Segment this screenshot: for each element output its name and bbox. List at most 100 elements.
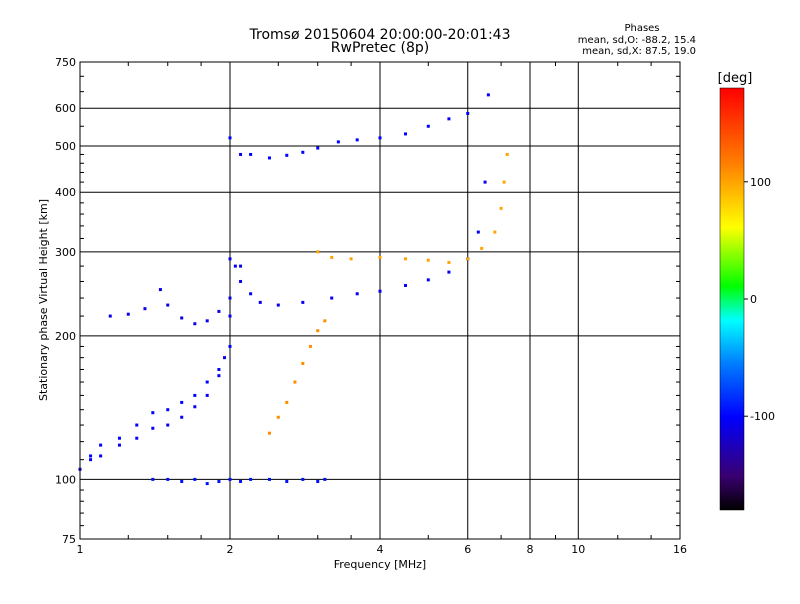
data-point bbox=[228, 257, 232, 261]
data-point bbox=[403, 257, 407, 261]
data-point bbox=[285, 153, 289, 157]
data-point bbox=[403, 283, 407, 287]
data-point bbox=[505, 152, 509, 156]
data-point bbox=[426, 124, 430, 128]
data-point bbox=[166, 423, 170, 427]
colorbar-tick-label: 0 bbox=[750, 293, 757, 306]
data-point bbox=[108, 314, 112, 318]
data-point bbox=[158, 288, 162, 292]
data-point bbox=[166, 477, 170, 481]
data-point bbox=[476, 230, 480, 234]
data-point bbox=[166, 408, 170, 412]
data-point bbox=[316, 329, 320, 333]
colorbar-tick-label: 100 bbox=[750, 176, 771, 189]
data-point bbox=[126, 312, 130, 316]
data-point bbox=[117, 436, 121, 440]
data-point bbox=[301, 150, 305, 154]
y-tick-label: 100 bbox=[55, 473, 76, 486]
y-tick-label: 75 bbox=[62, 533, 76, 546]
x-tick-label: 16 bbox=[673, 543, 687, 556]
data-point bbox=[151, 411, 155, 415]
data-point bbox=[447, 260, 451, 264]
data-point bbox=[349, 257, 353, 261]
y-tick-label: 600 bbox=[55, 102, 76, 115]
y-axis-ticks: 75 100 200 300 400 500 600 750 bbox=[55, 56, 680, 546]
data-point bbox=[143, 307, 147, 311]
data-point bbox=[403, 132, 407, 136]
legend-line-o: mean, sd,O: -88.2, 15.4 bbox=[578, 35, 696, 46]
data-point bbox=[135, 436, 139, 440]
chart-subtitle: RwPretec (8p) bbox=[331, 40, 429, 56]
data-point bbox=[336, 140, 340, 144]
data-point bbox=[228, 344, 232, 348]
data-point bbox=[89, 454, 93, 458]
data-point bbox=[217, 309, 221, 313]
data-point bbox=[228, 296, 232, 300]
data-point bbox=[193, 477, 197, 481]
data-point bbox=[323, 319, 327, 323]
plot-frame bbox=[79, 61, 681, 540]
data-point bbox=[239, 152, 243, 156]
data-point bbox=[205, 319, 209, 323]
data-point bbox=[151, 477, 155, 481]
data-point bbox=[355, 138, 359, 142]
chart-title: Tromsø 20150604 20:00:00-20:01:43 bbox=[249, 27, 511, 43]
data-point bbox=[267, 477, 271, 481]
data-point bbox=[378, 255, 382, 259]
data-point bbox=[267, 156, 271, 160]
data-point bbox=[166, 303, 170, 307]
data-point bbox=[480, 246, 484, 250]
data-point bbox=[355, 292, 359, 296]
data-point bbox=[233, 264, 237, 268]
data-point bbox=[301, 300, 305, 304]
data-point bbox=[180, 316, 184, 320]
data-point bbox=[99, 443, 103, 447]
data-point bbox=[228, 314, 232, 318]
data-point bbox=[493, 230, 497, 234]
data-point bbox=[180, 415, 184, 419]
data-point bbox=[249, 477, 253, 481]
data-point bbox=[466, 111, 470, 115]
data-point bbox=[330, 255, 334, 259]
data-point bbox=[193, 393, 197, 397]
data-point bbox=[217, 479, 221, 483]
x-axis-label: Frequency [MHz] bbox=[334, 558, 426, 571]
y-tick-label: 300 bbox=[55, 246, 76, 259]
data-point bbox=[378, 289, 382, 293]
colorbar-tick-label: -100 bbox=[750, 410, 775, 423]
data-point bbox=[285, 400, 289, 404]
data-point bbox=[217, 367, 221, 371]
data-point bbox=[205, 393, 209, 397]
data-point bbox=[301, 477, 305, 481]
data-point bbox=[239, 279, 243, 283]
y-tick-label: 200 bbox=[55, 330, 76, 343]
colorbar-label: [deg] bbox=[718, 71, 753, 86]
data-point bbox=[276, 415, 280, 419]
data-point bbox=[228, 136, 232, 140]
legend-line-x: mean, sd,X: 87.5, 19.0 bbox=[582, 46, 696, 57]
data-point bbox=[316, 250, 320, 254]
data-point bbox=[249, 292, 253, 296]
data-point bbox=[316, 146, 320, 150]
x-tick-label: 6 bbox=[464, 543, 471, 556]
data-point bbox=[426, 278, 430, 282]
x-axis-ticks: 1 2 4 6 8 10 16 bbox=[77, 62, 687, 556]
data-point bbox=[258, 300, 262, 304]
y-tick-label: 750 bbox=[55, 56, 76, 69]
data-point bbox=[466, 257, 470, 261]
data-point bbox=[483, 180, 487, 184]
legend-title: Phases bbox=[624, 23, 659, 34]
data-point bbox=[249, 152, 253, 156]
colorbar-ticks: 100 0 -100 bbox=[744, 176, 775, 423]
data-point bbox=[323, 477, 327, 481]
data-point bbox=[205, 380, 209, 384]
y-tick-label: 500 bbox=[55, 140, 76, 153]
data-point bbox=[193, 405, 197, 409]
data-point bbox=[239, 264, 243, 268]
data-point bbox=[239, 479, 243, 483]
colorbar bbox=[719, 87, 745, 511]
data-point bbox=[205, 482, 209, 486]
y-tick-label: 400 bbox=[55, 186, 76, 199]
x-tick-label: 2 bbox=[227, 543, 234, 556]
x-tick-label: 10 bbox=[571, 543, 585, 556]
